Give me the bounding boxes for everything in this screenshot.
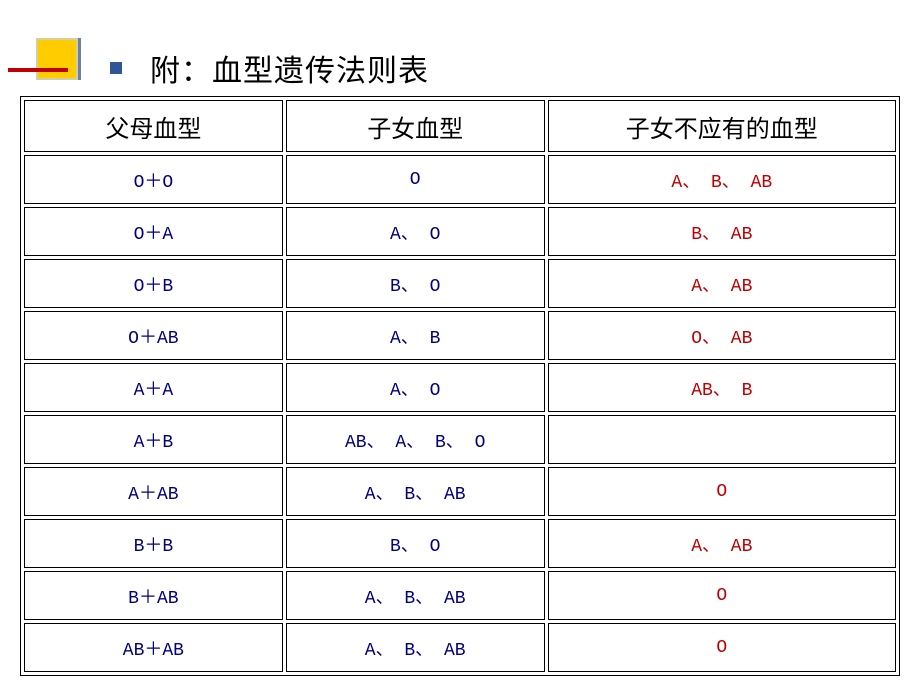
corner-decoration bbox=[8, 38, 88, 98]
table-row: A＋AB A、 B、 AB O bbox=[24, 467, 896, 516]
cell-excluded bbox=[548, 415, 896, 464]
deco-yellow-square bbox=[36, 38, 78, 80]
table-row: O＋AB A、 B O、 AB bbox=[24, 311, 896, 360]
cell-children: B、 O bbox=[286, 519, 545, 568]
cell-excluded: O、 AB bbox=[548, 311, 896, 360]
cell-children: A、 O bbox=[286, 207, 545, 256]
table-row: B＋AB A、 B、 AB O bbox=[24, 571, 896, 620]
cell-children: A、 B bbox=[286, 311, 545, 360]
cell-excluded: A、 B、 AB bbox=[548, 155, 896, 204]
cell-excluded: A、 AB bbox=[548, 519, 896, 568]
cell-excluded: O bbox=[548, 467, 896, 516]
bullet-icon bbox=[110, 62, 122, 74]
cell-excluded: O bbox=[548, 623, 896, 672]
cell-parents: O＋B bbox=[24, 259, 283, 308]
cell-excluded: O bbox=[548, 571, 896, 620]
cell-children: B、 O bbox=[286, 259, 545, 308]
table-row: O＋O O A、 B、 AB bbox=[24, 155, 896, 204]
cell-parents: A＋B bbox=[24, 415, 283, 464]
cell-parents: AB＋AB bbox=[24, 623, 283, 672]
cell-parents: O＋A bbox=[24, 207, 283, 256]
deco-blue-line bbox=[78, 38, 81, 80]
cell-parents: A＋AB bbox=[24, 467, 283, 516]
cell-children: A、 B、 AB bbox=[286, 467, 545, 516]
cell-parents: O＋O bbox=[24, 155, 283, 204]
cell-parents: A＋A bbox=[24, 363, 283, 412]
table-row: A＋A A、 O AB、 B bbox=[24, 363, 896, 412]
th-children: 子女血型 bbox=[286, 100, 545, 152]
cell-children: AB、 A、 B、 O bbox=[286, 415, 545, 464]
cell-excluded: A、 AB bbox=[548, 259, 896, 308]
table-row: AB＋AB A、 B、 AB O bbox=[24, 623, 896, 672]
table-row: B＋B B、 O A、 AB bbox=[24, 519, 896, 568]
table-header-row: 父母血型 子女血型 子女不应有的血型 bbox=[24, 100, 896, 152]
blood-type-table: 父母血型 子女血型 子女不应有的血型 O＋O O A、 B、 AB O＋A A、… bbox=[20, 96, 900, 676]
cell-children: A、 B、 AB bbox=[286, 571, 545, 620]
cell-parents: B＋AB bbox=[24, 571, 283, 620]
th-parents: 父母血型 bbox=[24, 100, 283, 152]
table-row: A＋B AB、 A、 B、 O bbox=[24, 415, 896, 464]
cell-excluded: AB、 B bbox=[548, 363, 896, 412]
cell-children: O bbox=[286, 155, 545, 204]
table-row: O＋B B、 O A、 AB bbox=[24, 259, 896, 308]
page-title: 附：血型遗传法则表 bbox=[150, 46, 429, 90]
cell-parents: O＋AB bbox=[24, 311, 283, 360]
cell-parents: B＋B bbox=[24, 519, 283, 568]
cell-excluded: B、 AB bbox=[548, 207, 896, 256]
th-excluded: 子女不应有的血型 bbox=[548, 100, 896, 152]
cell-children: A、 O bbox=[286, 363, 545, 412]
deco-red-bar bbox=[8, 68, 68, 72]
table-row: O＋A A、 O B、 AB bbox=[24, 207, 896, 256]
title-row: 附：血型遗传法则表 bbox=[110, 46, 429, 90]
cell-children: A、 B、 AB bbox=[286, 623, 545, 672]
